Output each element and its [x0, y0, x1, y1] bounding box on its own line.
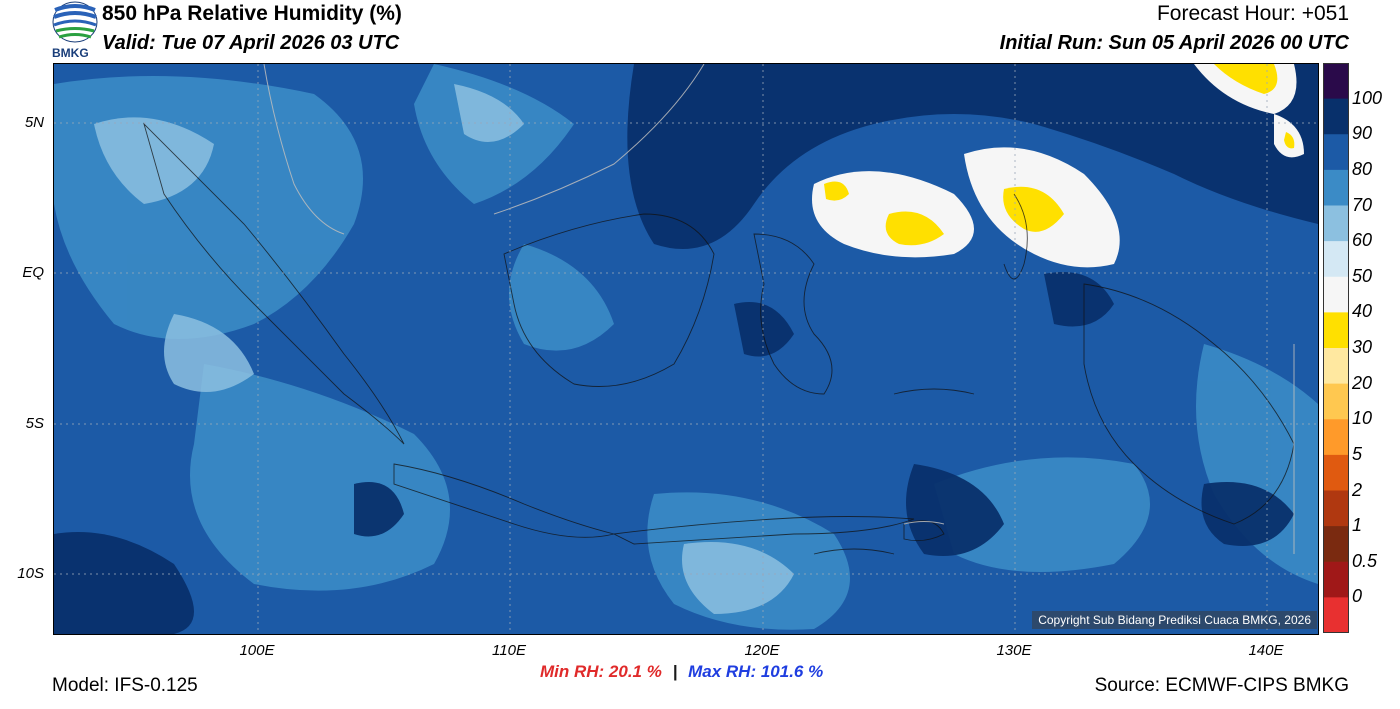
lon-label-120e: 120E: [744, 642, 780, 659]
colorbar-swatch: [1323, 134, 1349, 171]
colorbar: [1323, 63, 1349, 634]
colorbar-swatch: [1323, 490, 1349, 527]
colorbar-border: [1323, 63, 1349, 633]
colorbar-swatch: [1323, 98, 1349, 135]
humidity-map: [53, 63, 1319, 635]
colorbar-label: 30: [1352, 337, 1373, 357]
rh-stats: Min RH: 20.1 % | Max RH: 101.6 %: [540, 662, 823, 682]
colorbar-label: 80: [1352, 158, 1373, 179]
forecast-hour: Forecast Hour: +051: [1156, 2, 1349, 25]
lon-label-130e: 130E: [996, 642, 1032, 659]
stats-separator: |: [672, 662, 678, 681]
colorbar-label: 100: [1352, 87, 1383, 108]
colorbar-swatch: [1323, 169, 1349, 206]
source-label: Source: ECMWF-CIPS BMKG: [1094, 675, 1349, 696]
lat-label-5s: 5S: [25, 415, 44, 432]
bmkg-logo-icon: [50, 0, 100, 62]
chart-title: 850 hPa Relative Humidity (%): [102, 2, 402, 25]
colorbar-swatch: [1323, 63, 1349, 100]
colorbar-label: 2: [1352, 479, 1363, 500]
colorbar-swatch: [1323, 419, 1349, 456]
colorbar-swatch: [1323, 276, 1349, 313]
lon-label-100e: 100E: [239, 642, 275, 659]
logo-text: BMKG: [52, 46, 89, 60]
colorbar-label: 70: [1352, 194, 1373, 215]
colorbar-label: 90: [1352, 123, 1373, 144]
colorbar-label: 60: [1352, 230, 1373, 251]
model-label: Model: IFS-0.125: [52, 675, 198, 696]
initial-run: Initial Run: Sun 05 April 2026 00 UTC: [999, 32, 1349, 54]
colorbar-swatch: [1323, 561, 1349, 598]
colorbar-label: 50: [1352, 265, 1373, 286]
colorbar-label: 5: [1352, 443, 1363, 464]
lon-label-110e: 110E: [492, 642, 526, 659]
lat-label-5n: 5N: [24, 114, 44, 131]
colorbar-swatch: [1323, 205, 1349, 242]
colorbar-label: 1: [1352, 515, 1363, 536]
colorbar-swatch: [1323, 383, 1349, 420]
colorbar-swatch: [1323, 241, 1349, 278]
min-rh: Min RH: 20.1 %: [540, 662, 662, 681]
colorbar-swatch: [1323, 526, 1349, 563]
colorbar-swatch: [1323, 312, 1349, 349]
valid-time: Valid: Tue 07 April 2026 03 UTC: [102, 32, 400, 54]
lat-label-eq: EQ: [22, 264, 44, 281]
colorbar-label: 40: [1352, 301, 1373, 322]
lat-label-10s: 10S: [17, 565, 44, 582]
lon-label-140e: 140E: [1248, 642, 1284, 659]
colorbar-label: 10: [1352, 408, 1373, 429]
colorbar-label: 20: [1352, 372, 1373, 393]
colorbar-swatch: [1323, 348, 1349, 385]
colorbar-swatch: [1323, 597, 1349, 634]
copyright-note: Copyright Sub Bidang Prediksi Cuaca BMKG…: [1032, 611, 1317, 629]
max-rh: Max RH: 101.6 %: [688, 662, 824, 681]
colorbar-swatch: [1323, 454, 1349, 491]
colorbar-label: 0: [1352, 586, 1363, 607]
colorbar-label: 0.5: [1352, 550, 1378, 571]
